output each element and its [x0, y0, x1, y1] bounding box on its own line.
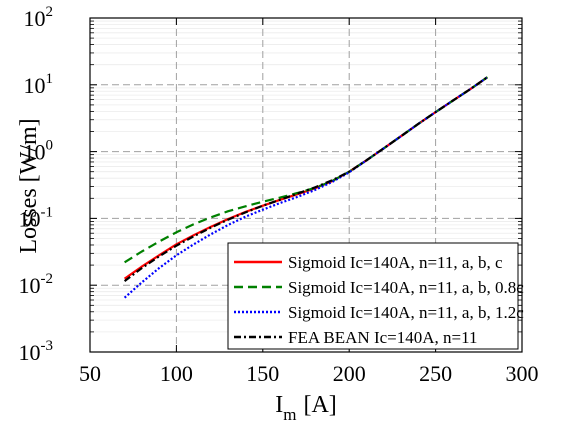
x-tick-label: 250	[419, 361, 452, 386]
legend-box	[227, 242, 519, 350]
plot-frame	[89, 17, 523, 353]
series-layer	[123, 76, 489, 299]
x-axis-label: Im [A]	[275, 392, 337, 424]
y-tick-label: 10-3	[19, 338, 54, 365]
legend-label-2: Sigmoid Ic=140A, n=11, a, b, 0.8c	[288, 278, 524, 297]
y-tick-label: 101	[24, 71, 54, 98]
x-tick-label: 50	[79, 361, 101, 386]
x-tick-label: 100	[160, 361, 193, 386]
x-tick-labels: 50 100 150 200 250 300	[79, 361, 539, 386]
y-axis-label: Losses [W/m]	[16, 118, 42, 253]
legend-label-4: FEA BEAN Ic=140A, n=11	[288, 328, 477, 347]
x-tick-label: 150	[246, 361, 279, 386]
legend-label-3: Sigmoid Ic=140A, n=11, a, b, 1.2c	[288, 303, 524, 322]
y-tick-label: 102	[24, 4, 54, 31]
y-tick-label: 100	[24, 138, 54, 165]
legend-label-1: Sigmoid Ic=140A, n=11, a, b, c	[288, 253, 503, 272]
x-axis-label-sub: m	[283, 405, 296, 424]
x-tick-label: 300	[506, 361, 539, 386]
y-tick-label: 10-1	[19, 204, 54, 231]
y-tick-label: 10-2	[19, 271, 54, 298]
x-axis-label-main: I	[275, 392, 283, 418]
series-line-3	[123, 76, 489, 299]
y-tick-labels: 10-3 10-2 10-1 100 101 102	[19, 4, 54, 365]
x-tick-label: 200	[333, 361, 366, 386]
x-axis-label-unit: [A]	[303, 392, 336, 418]
series-line-4	[123, 76, 489, 282]
legend: Sigmoid Ic=140A, n=11, a, b, c Sigmoid Ic…	[227, 242, 524, 350]
